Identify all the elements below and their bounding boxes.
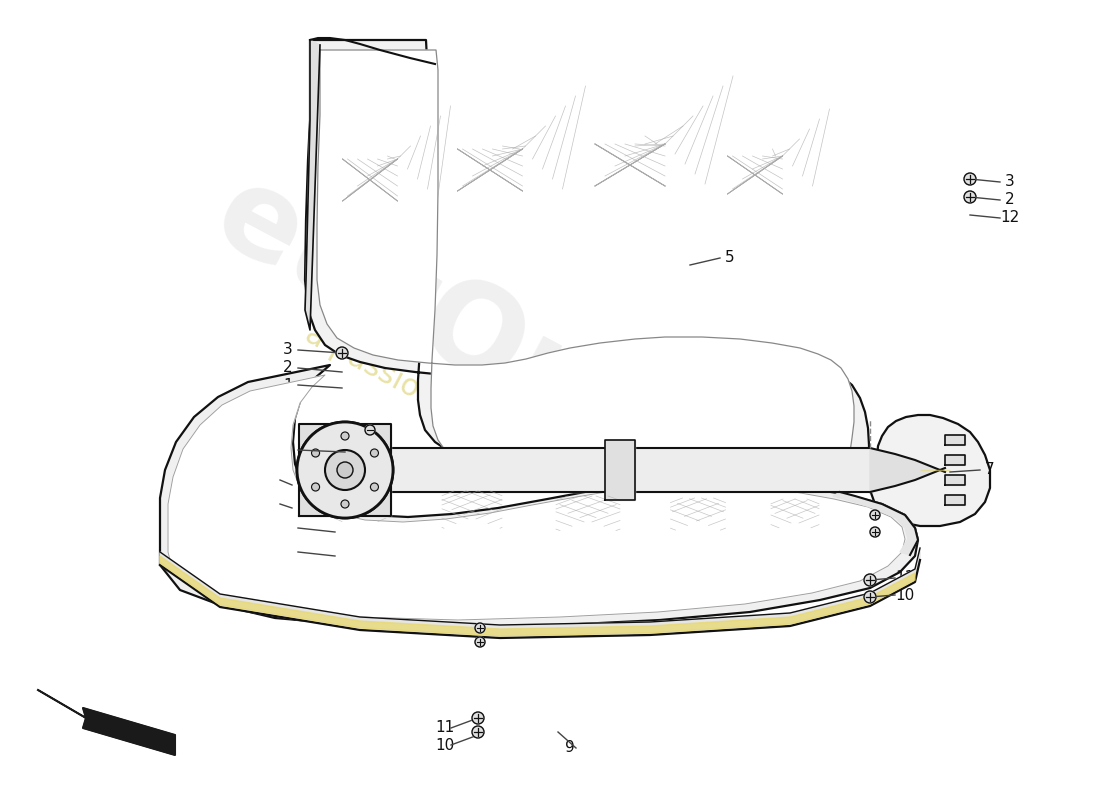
Circle shape bbox=[311, 483, 320, 491]
Text: 8: 8 bbox=[283, 521, 293, 535]
Polygon shape bbox=[168, 375, 905, 620]
Text: 11: 11 bbox=[436, 721, 454, 735]
Polygon shape bbox=[160, 556, 915, 636]
Circle shape bbox=[337, 462, 353, 478]
Text: 7: 7 bbox=[986, 462, 994, 478]
Polygon shape bbox=[833, 492, 918, 555]
Polygon shape bbox=[305, 40, 320, 330]
Circle shape bbox=[324, 450, 365, 490]
Text: a passion for parts since 1995: a passion for parts since 1995 bbox=[299, 319, 720, 561]
Text: eurOparts: eurOparts bbox=[196, 155, 865, 585]
Text: 5: 5 bbox=[725, 250, 735, 266]
Circle shape bbox=[371, 449, 378, 457]
Circle shape bbox=[864, 574, 876, 586]
Circle shape bbox=[311, 449, 320, 457]
Text: 2: 2 bbox=[283, 361, 293, 375]
Text: 6: 6 bbox=[283, 545, 293, 559]
Circle shape bbox=[475, 637, 485, 647]
Polygon shape bbox=[160, 365, 918, 628]
Text: 5: 5 bbox=[283, 442, 293, 458]
Circle shape bbox=[297, 422, 393, 518]
Circle shape bbox=[870, 527, 880, 537]
Text: 3: 3 bbox=[1005, 174, 1015, 190]
Circle shape bbox=[475, 623, 485, 633]
Circle shape bbox=[472, 712, 484, 724]
Text: 10: 10 bbox=[436, 738, 454, 753]
Polygon shape bbox=[305, 40, 990, 526]
Text: 4: 4 bbox=[265, 473, 275, 487]
Text: 3: 3 bbox=[283, 342, 293, 358]
Text: 9: 9 bbox=[565, 741, 575, 755]
Circle shape bbox=[336, 347, 348, 359]
Polygon shape bbox=[945, 455, 965, 465]
Polygon shape bbox=[945, 475, 965, 485]
Circle shape bbox=[341, 500, 349, 508]
Polygon shape bbox=[945, 435, 965, 445]
Circle shape bbox=[371, 483, 378, 491]
Text: 12: 12 bbox=[1000, 210, 1020, 226]
Polygon shape bbox=[945, 495, 965, 505]
Circle shape bbox=[365, 425, 375, 435]
Polygon shape bbox=[317, 50, 854, 492]
Text: 2: 2 bbox=[1005, 193, 1015, 207]
Text: 1: 1 bbox=[283, 378, 293, 393]
Polygon shape bbox=[160, 548, 920, 638]
Polygon shape bbox=[870, 448, 945, 492]
Text: 12: 12 bbox=[261, 497, 279, 511]
Polygon shape bbox=[605, 440, 635, 500]
Circle shape bbox=[341, 432, 349, 440]
Polygon shape bbox=[39, 690, 175, 755]
Polygon shape bbox=[379, 448, 870, 492]
Polygon shape bbox=[835, 455, 860, 482]
Circle shape bbox=[870, 510, 880, 520]
Polygon shape bbox=[299, 424, 390, 516]
Circle shape bbox=[864, 591, 876, 603]
Circle shape bbox=[297, 422, 393, 518]
Text: 11: 11 bbox=[895, 570, 914, 586]
Circle shape bbox=[964, 191, 976, 203]
Circle shape bbox=[472, 726, 484, 738]
Text: 10: 10 bbox=[895, 587, 914, 602]
Circle shape bbox=[964, 173, 976, 185]
